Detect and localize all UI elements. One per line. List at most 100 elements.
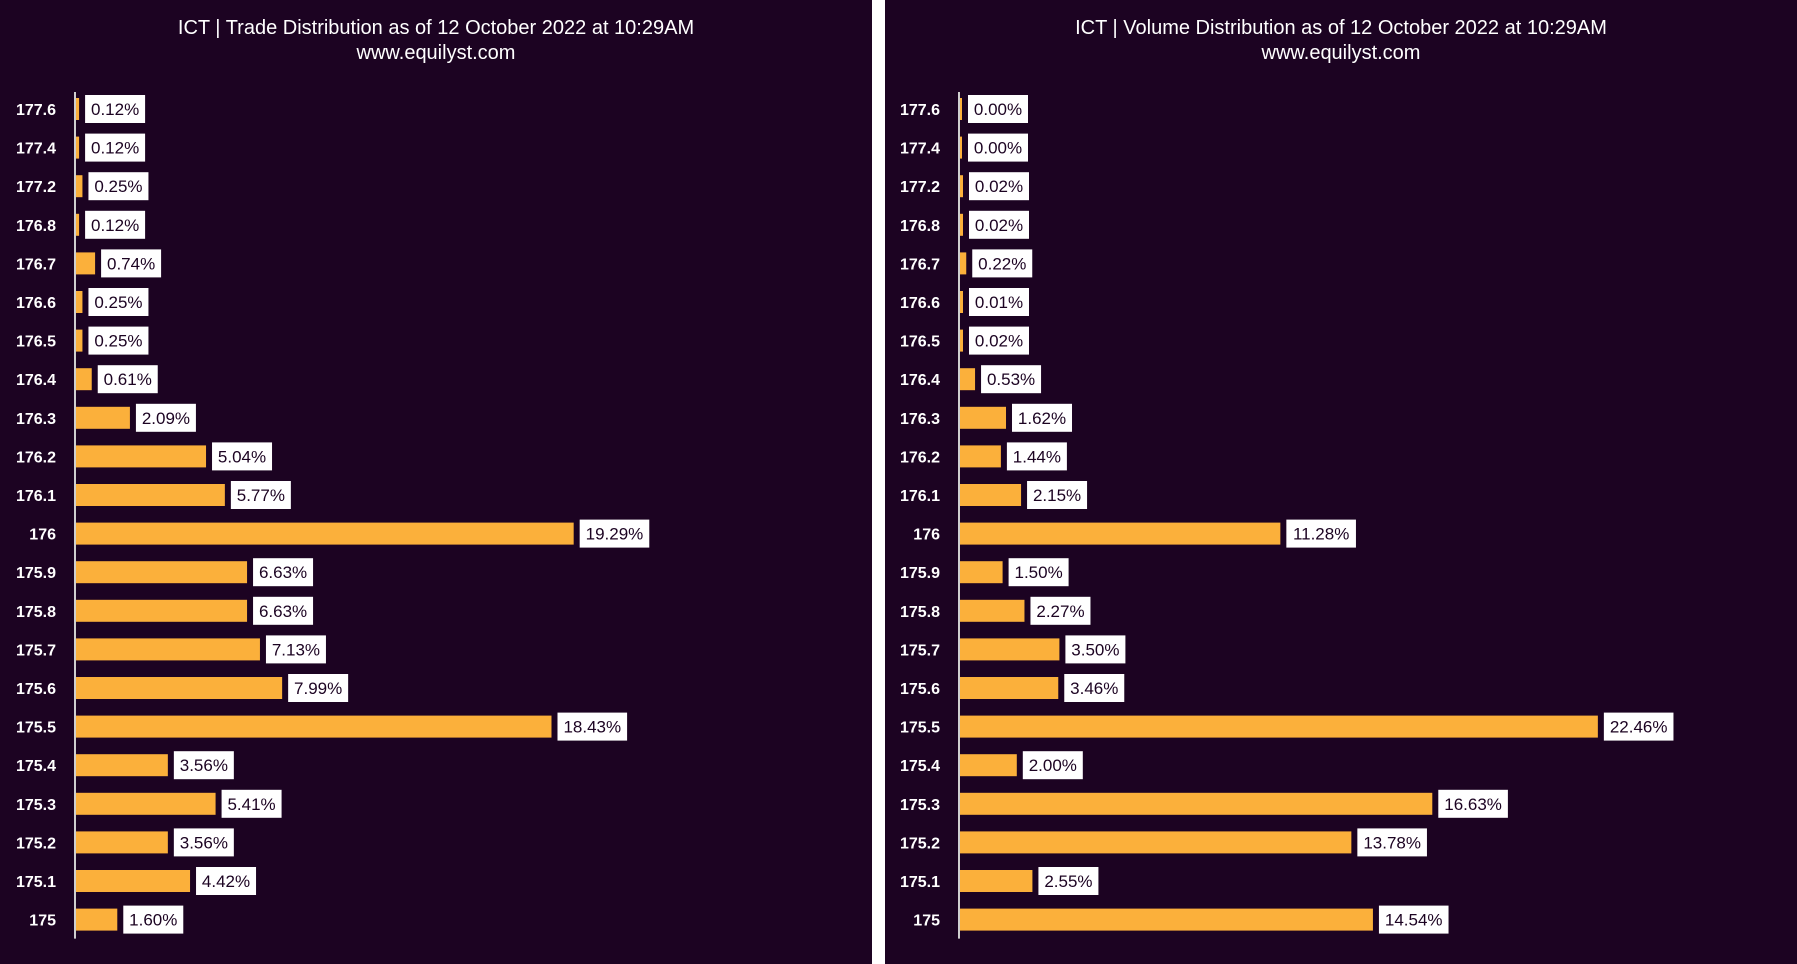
y-tick-label: 176 [29, 527, 56, 544]
data-label-box [969, 288, 1029, 316]
data-label-box [969, 172, 1029, 201]
y-tick-label: 176 [913, 527, 940, 544]
y-tick-label: 177.2 [16, 179, 56, 196]
y-tick-label: 175.9 [900, 565, 940, 582]
data-label-box [123, 905, 184, 934]
data-label-box [1038, 867, 1099, 895]
bar [960, 561, 1003, 584]
bar [960, 368, 976, 391]
y-tick-label: 175.1 [900, 874, 940, 891]
bar [76, 715, 552, 738]
chart-subtitle: www.equilyst.com [356, 42, 516, 64]
y-tick-label: 176.4 [16, 372, 56, 389]
data-label-box [101, 249, 162, 278]
data-label: 0.74% [107, 254, 155, 273]
bar [76, 406, 130, 429]
data-label: 0.02% [975, 177, 1023, 196]
y-tick-label: 175.6 [900, 681, 940, 698]
bar [76, 870, 191, 892]
bar [76, 831, 168, 854]
y-tick-label: 176.2 [900, 449, 940, 466]
data-label-box [173, 751, 234, 780]
data-label-box [97, 365, 158, 394]
trade-distribution-panel: ICT | Trade Distribution as of 12 Octobe… [0, 0, 872, 964]
data-label-box [85, 210, 146, 239]
chart-title: ICT | Trade Distribution as of 12 Octobe… [177, 17, 695, 39]
data-label: 16.63% [1444, 795, 1502, 814]
data-label: 5.04% [218, 447, 266, 466]
y-tick-label: 175 [29, 913, 56, 930]
data-label-box [1438, 789, 1508, 818]
y-tick-label: 175.5 [16, 720, 56, 737]
data-label: 2.27% [1036, 602, 1084, 621]
data-label-box [969, 210, 1029, 239]
data-label: 0.02% [975, 216, 1023, 235]
data-label: 0.00% [974, 139, 1022, 158]
y-tick-label: 176.6 [900, 295, 940, 312]
data-label: 18.43% [563, 718, 621, 737]
data-label-box [88, 172, 149, 201]
bar [960, 715, 1598, 738]
bar [960, 599, 1025, 622]
bar [960, 213, 963, 236]
bar [960, 870, 1033, 892]
y-tick-label: 177.2 [900, 179, 940, 196]
trade-distribution-chart: 177.6 0.12% 177.4 0.12% 177.2 0.25% 176.8 0.12%… [16, 92, 650, 939]
data-label: 5.41% [227, 795, 275, 814]
bar [960, 484, 1022, 506]
y-tick-label: 175.2 [900, 835, 940, 852]
bar [76, 175, 83, 198]
bar [960, 329, 963, 352]
y-tick-label: 175.9 [16, 565, 56, 582]
y-tick-label: 175.6 [16, 681, 56, 698]
data-label-box [1022, 751, 1083, 780]
bar [76, 484, 225, 506]
bar [960, 291, 963, 313]
bar [960, 831, 1352, 854]
bar [960, 136, 962, 159]
bar [76, 445, 207, 468]
data-label-box [253, 596, 314, 625]
volume-distribution-chart: 177.6 0.00% 177.4 0.00% 177.2 0.02% 176.8 0.02%… [900, 92, 1674, 939]
data-label-box [230, 481, 291, 509]
data-label-box [968, 95, 1028, 123]
y-tick-label: 176.6 [16, 295, 56, 312]
data-label-box [557, 712, 628, 741]
bar [76, 599, 248, 622]
data-label: 5.77% [237, 486, 285, 505]
data-label-box [1030, 596, 1091, 625]
data-label: 13.78% [1363, 833, 1421, 852]
data-label-box [85, 133, 146, 162]
data-label-box [173, 828, 234, 857]
bar [960, 175, 963, 198]
y-tick-label: 176.1 [900, 488, 940, 505]
bar [76, 98, 80, 120]
y-tick-label: 177.6 [16, 102, 56, 119]
bar [960, 792, 1433, 815]
data-label: 3.46% [1070, 679, 1118, 698]
data-label: 1.60% [129, 911, 177, 930]
data-label-box [1357, 828, 1427, 857]
bar [960, 406, 1007, 429]
data-label: 3.50% [1071, 640, 1119, 659]
y-tick-label: 175.8 [900, 604, 940, 621]
data-label-box [1378, 905, 1449, 934]
y-tick-label: 176.5 [16, 334, 56, 351]
data-label: 3.56% [180, 756, 228, 775]
bar [76, 329, 83, 352]
bar [960, 98, 962, 120]
data-label: 2.00% [1029, 756, 1077, 775]
y-tick-label: 175.1 [16, 874, 56, 891]
data-label: 0.01% [975, 293, 1023, 312]
y-tick-label: 175.8 [16, 604, 56, 621]
volume-distribution-panel: ICT | Volume Distribution as of 12 Octob… [885, 0, 1797, 964]
y-tick-label: 176.7 [900, 256, 940, 273]
y-tick-label: 176.4 [900, 372, 940, 389]
data-label: 6.63% [259, 602, 307, 621]
data-label-box [221, 789, 282, 818]
y-tick-label: 175 [913, 913, 940, 930]
data-label: 7.13% [272, 640, 320, 659]
bar [960, 445, 1001, 468]
data-label: 0.00% [974, 100, 1022, 119]
bar [960, 252, 967, 275]
